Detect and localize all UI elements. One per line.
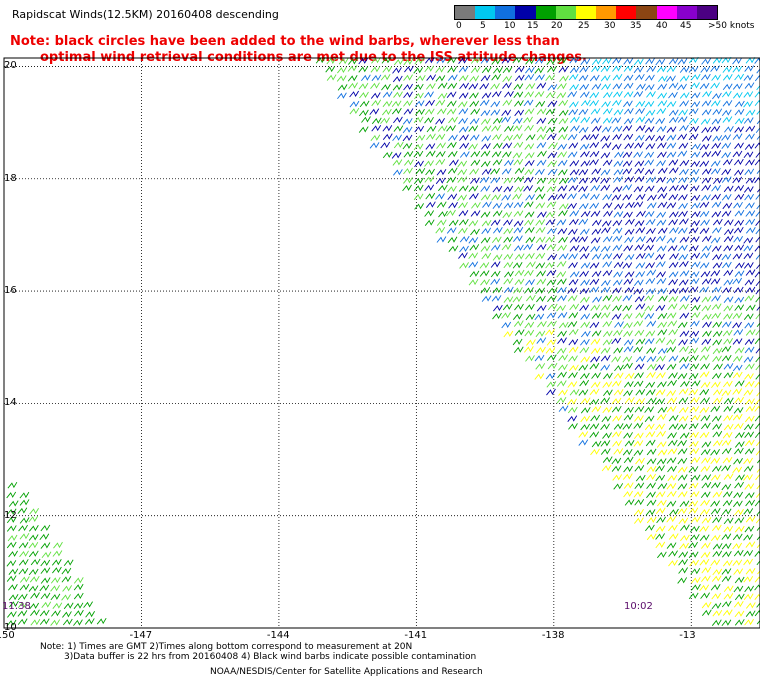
- lon-tick-label: -141: [404, 630, 428, 641]
- lon-tick-label: -147: [129, 630, 153, 641]
- lat-tick-label: 12: [4, 509, 17, 521]
- legend-swatch: [656, 6, 677, 19]
- legend-label: 15: [527, 21, 539, 31]
- legend-swatch: [515, 6, 536, 19]
- legend-swatch: [535, 6, 556, 19]
- legend-label: 30: [604, 21, 616, 31]
- legend-swatch: [495, 6, 516, 19]
- lat-tick-label: 18: [4, 172, 17, 184]
- wind-barbs: [6, 56, 760, 627]
- wind-speed-color-bar: [454, 5, 718, 20]
- credit-line: NOAA/NESDIS/Center for Satellite Applica…: [210, 667, 483, 677]
- plot-frame: [3, 57, 760, 629]
- legend-label: >50 knots: [708, 21, 755, 31]
- time-label-right: 10:02: [624, 601, 653, 612]
- lon-tick-label: -138: [541, 630, 565, 641]
- legend-label: 10: [504, 21, 516, 31]
- legend-label: 40: [656, 21, 668, 31]
- note-line-1: Note: black circles have been added to t…: [10, 34, 560, 49]
- legend-swatch: [575, 6, 597, 19]
- time-label-left: 11:38: [2, 601, 31, 612]
- legend-swatch: [596, 6, 617, 19]
- lon-tick-label: -150: [0, 630, 15, 641]
- legend-swatch: [616, 6, 637, 19]
- legend-swatch: [555, 6, 576, 19]
- lon-tick-label: -144: [266, 630, 290, 641]
- lon-tick-label: -13: [679, 630, 696, 641]
- legend-swatch: [696, 6, 718, 19]
- footnote-line-2: 3)Data buffer is 22 hrs from 20160408 4)…: [64, 652, 477, 662]
- legend-swatch: [455, 6, 476, 19]
- legend-swatch: [676, 6, 697, 19]
- legend-swatch: [636, 6, 657, 19]
- legend-label: 25: [578, 21, 590, 31]
- legend-swatch: [475, 6, 496, 19]
- lat-tick-label: 14: [4, 397, 17, 409]
- legend-label: 5: [480, 21, 486, 31]
- footnote-line-1: Note: 1) Times are GMT 2)Times along bot…: [40, 642, 413, 652]
- lat-tick-label: 20: [4, 60, 17, 72]
- lat-tick-label: 16: [4, 285, 17, 297]
- legend-label: 0: [456, 21, 462, 31]
- legend-label: 45: [680, 21, 692, 31]
- legend-label: 20: [551, 21, 563, 31]
- lat-tick-label: 10: [4, 622, 17, 633]
- legend-label: 35: [630, 21, 642, 31]
- map-title: Rapidscat Winds(12.5KM) 20160408 descend…: [12, 8, 279, 21]
